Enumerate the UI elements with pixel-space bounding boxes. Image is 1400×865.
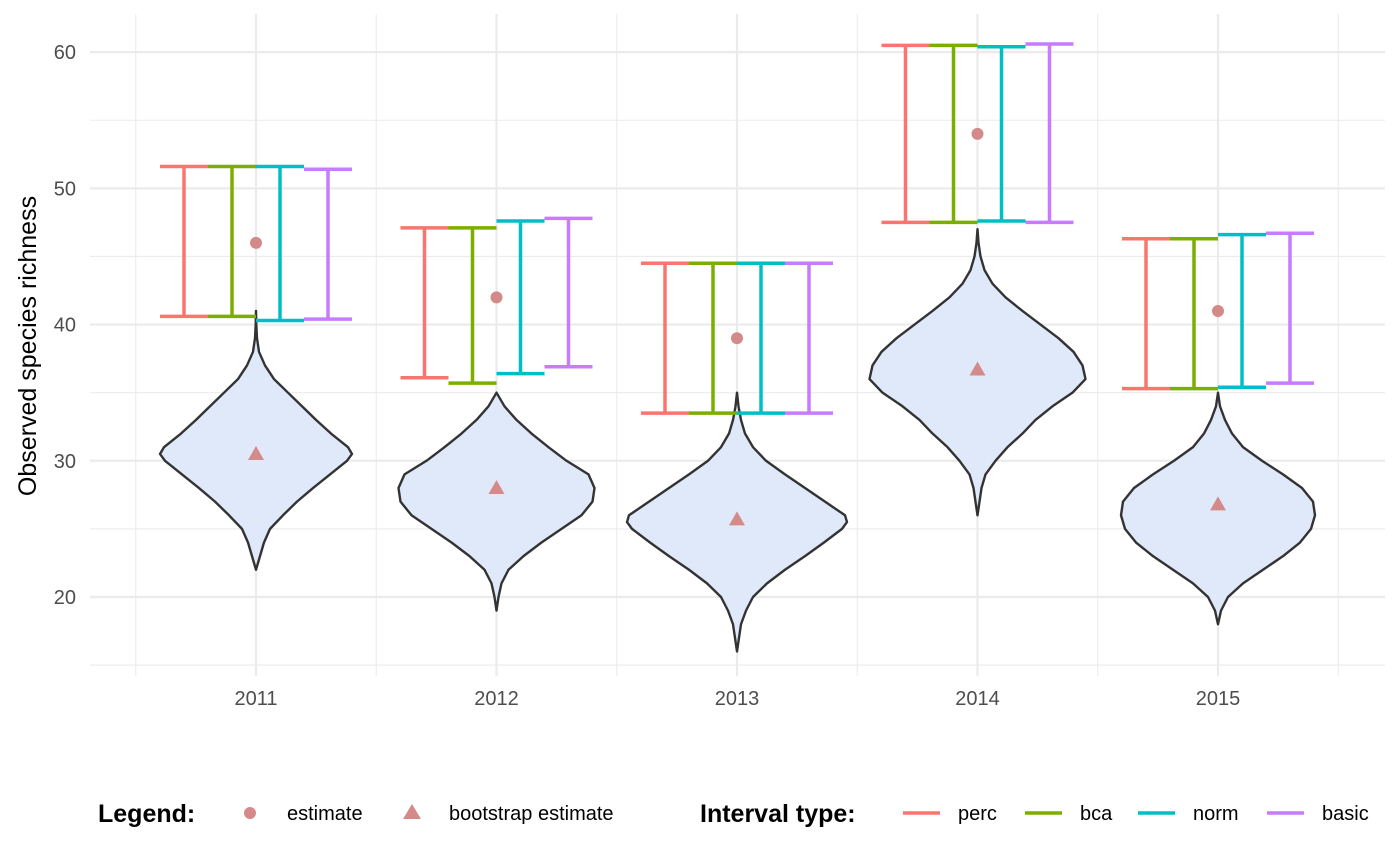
legend-label: bootstrap estimate — [449, 803, 614, 825]
errorbar-basic-2015 — [1266, 231, 1314, 385]
y-tick-label: 20 — [54, 587, 76, 609]
errorbar-basic-2012 — [544, 216, 593, 369]
errorbar-perc-2015 — [1122, 237, 1170, 391]
errorbar-bca-2015 — [1170, 237, 1218, 391]
x-tick-label: 2015 — [1196, 688, 1241, 710]
errorbar-bca-2014 — [929, 43, 978, 225]
legend-title-points: Legend: — [98, 800, 195, 828]
legend-key-bootstrap — [403, 804, 421, 819]
y-tick-label: 50 — [54, 178, 76, 200]
legend-label: basic — [1322, 803, 1369, 825]
errorbar-norm-2011 — [256, 164, 304, 323]
legend-title-intervals: Interval type: — [700, 800, 856, 828]
errorbar-perc-2014 — [881, 43, 930, 225]
legend-label: perc — [958, 803, 997, 825]
errorbar-bca-2013 — [689, 261, 737, 415]
legend-label: estimate — [287, 803, 363, 825]
violin-2011 — [158, 309, 354, 571]
bootstrap-point-2013 — [729, 511, 745, 526]
bootstrap-point-2011 — [248, 445, 264, 460]
legend-label: norm — [1193, 803, 1239, 825]
x-tick-label: 2011 — [234, 688, 277, 710]
bootstrap-point-2012 — [488, 480, 505, 495]
errorbar-perc-2013 — [641, 261, 689, 415]
y-tick-label: 40 — [54, 315, 76, 337]
legend-label: bca — [1080, 803, 1113, 825]
errorbar-norm-2014 — [977, 44, 1026, 223]
errorbar-bca-2012 — [448, 226, 497, 385]
estimate-point-2014 — [971, 127, 984, 140]
legend: Legend: estimate bootstrap estimate Interva… — [98, 800, 1369, 828]
errorbar-basic-2013 — [785, 261, 833, 415]
bootstrap-point-2014 — [969, 361, 986, 376]
errorbar-norm-2012 — [496, 219, 545, 376]
y-axis-title: Observed species richness — [14, 196, 42, 496]
y-tick-label: 30 — [54, 451, 76, 473]
point-layer — [248, 127, 1226, 526]
x-tick-label: 2014 — [955, 688, 1000, 710]
axes: 20 30 40 50 60 2011 2012 2013 2014 2015 — [54, 42, 1241, 710]
x-tick-label: 2013 — [715, 688, 760, 710]
errorbar-norm-2015 — [1218, 232, 1266, 389]
errorbar-bca-2011 — [208, 164, 256, 319]
errorbar-basic-2014 — [1025, 42, 1074, 225]
errorbar-perc-2012 — [400, 226, 449, 380]
estimate-point-2012 — [490, 291, 503, 304]
violin-2012 — [397, 391, 596, 612]
estimate-point-2013 — [731, 332, 743, 345]
errorbar-basic-2011 — [304, 167, 352, 321]
y-tick-label: 60 — [54, 42, 76, 64]
interval-layer — [160, 42, 1314, 415]
errorbar-perc-2011 — [160, 164, 208, 319]
errorbar-norm-2013 — [737, 261, 785, 415]
x-tick-label: 2012 — [474, 688, 519, 710]
bootstrap-point-2015 — [1210, 496, 1226, 511]
estimate-point-2011 — [250, 236, 262, 249]
legend-key-estimate — [244, 807, 256, 819]
estimate-point-2015 — [1212, 304, 1224, 317]
